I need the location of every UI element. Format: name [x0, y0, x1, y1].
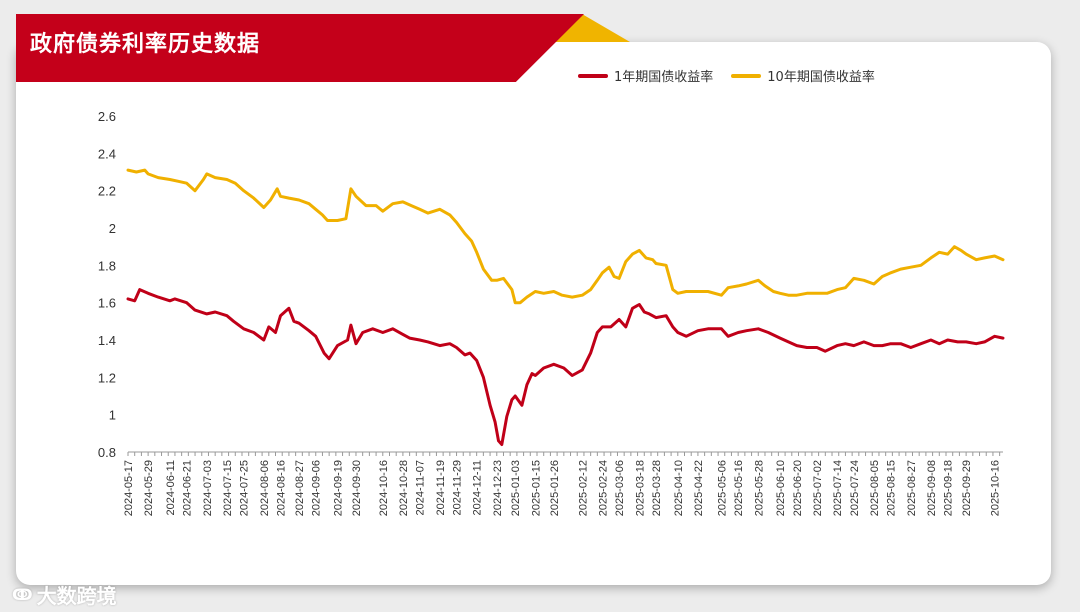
x-tick-label: 2024-08-16 — [276, 460, 288, 516]
x-tick-label: 2025-03-18 — [634, 460, 646, 516]
x-tick-label: 2024-12-11 — [472, 460, 484, 515]
chart-legend: 1年期国债收益率 10年期国债收益率 — [578, 66, 875, 85]
legend-label-10y: 10年期国债收益率 — [767, 70, 875, 85]
series-line-1y — [126, 288, 1005, 446]
x-tick-label: 2025-03-06 — [614, 460, 626, 516]
x-tick-label: 2024-11-07 — [415, 460, 427, 515]
x-tick-label: 2024-11-29 — [452, 460, 464, 515]
x-tick-label: 2025-07-14 — [832, 460, 844, 516]
x-tick-label: 2025-06-10 — [775, 460, 787, 516]
watermark: ↂ 大数跨境 — [12, 580, 117, 609]
x-tick-label: 2024-06-11 — [165, 460, 177, 515]
y-tick-label: 1.8 — [98, 258, 116, 273]
x-tick-label: 2025-09-29 — [961, 460, 973, 516]
x-tick-label: 2025-04-22 — [693, 460, 705, 516]
x-tick-label: 2025-07-24 — [849, 460, 861, 516]
legend-swatch-1y — [578, 73, 608, 78]
x-tick-label: 2024-08-06 — [259, 460, 271, 516]
x-tick-label: 2024-09-19 — [333, 460, 345, 516]
x-tick-label: 2025-08-27 — [906, 460, 918, 516]
y-tick-label: 1.4 — [98, 333, 116, 348]
x-tick-label: 2025-03-28 — [651, 460, 663, 516]
x-tick-label: 2025-08-15 — [886, 460, 898, 516]
x-tick-label: 2025-01-03 — [510, 460, 522, 516]
watermark-text: 大数跨境 — [36, 584, 117, 608]
x-tick-label: 2024-07-15 — [222, 460, 234, 516]
page-title: 政府债券利率历史数据 — [30, 32, 261, 57]
x-tick-label: 2025-09-18 — [943, 460, 955, 516]
x-tick-label: 2025-07-02 — [812, 460, 824, 516]
x-tick-label: 2024-08-27 — [294, 460, 306, 516]
x-tick-label: 2024-07-25 — [239, 460, 251, 516]
x-tick-label: 2025-05-06 — [716, 460, 728, 516]
x-tick-label: 2024-12-23 — [492, 460, 504, 516]
x-tick-label: 2024-10-16 — [378, 460, 390, 516]
y-tick-label: 0.8 — [98, 445, 116, 460]
x-tick-label: 2024-11-19 — [435, 460, 447, 515]
x-tick-label: 2025-08-05 — [869, 460, 881, 516]
x-tick-label: 2024-05-29 — [143, 460, 155, 516]
x-tick-label: 2025-02-24 — [597, 460, 609, 516]
x-tick-label: 2025-02-12 — [577, 460, 589, 516]
x-tick-label: 2024-07-03 — [202, 460, 214, 516]
y-tick-label: 1 — [109, 408, 116, 423]
x-tick-label: 2024-06-21 — [182, 460, 194, 516]
series-line-10y — [126, 168, 1005, 305]
y-tick-label: 1.2 — [98, 370, 116, 385]
x-tick-label: 2025-09-08 — [926, 460, 938, 516]
x-tick-label: 2024-09-06 — [311, 460, 323, 516]
x-tick-label: 2025-01-15 — [530, 460, 542, 516]
x-tick-label: 2025-06-20 — [792, 460, 804, 516]
x-tick-label: 2025-05-28 — [753, 460, 765, 516]
x-tick-label: 2025-04-10 — [673, 460, 685, 516]
y-tick-label: 2.2 — [98, 184, 116, 199]
title-banner — [16, 14, 584, 82]
chart-card — [16, 42, 1051, 585]
y-tick-label: 2.4 — [98, 146, 116, 161]
legend-item-1y[interactable]: 1年期国债收益率 — [578, 66, 713, 85]
wave-logo-icon: ↂ — [12, 585, 33, 604]
legend-label-1y: 1年期国债收益率 — [614, 70, 714, 85]
y-tick-label: 2.6 — [98, 109, 116, 124]
legend-swatch-10y — [731, 73, 762, 78]
x-tick-label: 2025-10-16 — [990, 460, 1002, 516]
x-tick-label: 2025-01-26 — [549, 460, 561, 516]
x-tick-label: 2024-05-17 — [123, 460, 135, 516]
x-tick-label: 2025-05-16 — [733, 460, 745, 516]
y-tick-label: 1.6 — [98, 296, 116, 311]
legend-item-10y[interactable]: 10年期国债收益率 — [731, 66, 875, 85]
x-tick-label: 2024-10-28 — [398, 460, 410, 516]
x-tick-label: 2024-09-30 — [351, 460, 363, 516]
y-tick-label: 2 — [109, 221, 116, 236]
